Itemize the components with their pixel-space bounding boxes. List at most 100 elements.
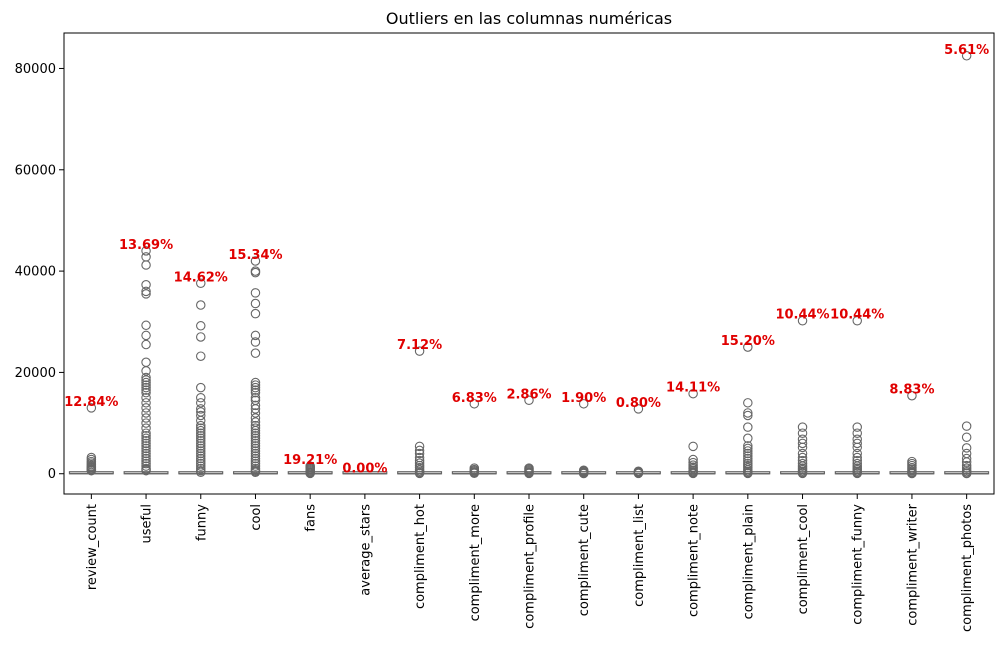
outlier-percent-label: 13.69% [119,238,173,253]
outlier-point [196,443,206,454]
y-tick-label: 20000 [15,366,56,381]
outlier-point [578,399,589,409]
outlier-point [797,468,808,479]
outlier-point [250,448,261,459]
outlier-point [141,438,151,449]
x-tick-label: compliment_profile [523,504,538,629]
outlier-point [141,246,151,256]
outlier-point [196,436,206,446]
outlier-point [797,428,808,438]
y-tick-label: 80000 [15,62,56,77]
outlier-point [141,446,151,456]
box-average-stars: 0.00% [342,462,387,477]
outlier-point [250,288,261,298]
outlier-point [196,351,206,361]
outlier-point [141,433,151,444]
outlier-point [524,395,534,406]
y-tick-label: 0 [48,467,56,482]
outlier-point [688,454,698,465]
box-funny: 14.62% [174,270,228,477]
x-tick-label: compliment_writer [905,503,920,625]
outlier-point [196,448,206,459]
outlier-point [141,428,151,438]
outlier-point [414,455,425,466]
outlier-point [196,441,206,451]
x-tick-label: compliment_cool [796,504,811,614]
outlier-point [250,337,261,347]
outlier-point [743,453,753,464]
outlier-point [141,443,151,454]
x-tick-label: compliment_note [687,504,702,617]
x-tick-label: compliment_photos [960,504,975,632]
outlier-point [141,423,151,433]
outlier-point [852,442,862,453]
outlier-point [250,385,261,395]
outlier-point [141,252,151,262]
x-tick-label: useful [140,504,155,543]
outlier-point [141,392,151,403]
box-compliment-funny: 10.44% [830,308,884,479]
outlier-point [414,445,425,456]
outlier-point [250,267,261,278]
outlier-percent-label: 14.11% [666,381,720,396]
outlier-point [250,436,261,446]
outlier-point [141,320,151,331]
outlier-point [141,408,151,418]
y-tick-label: 60000 [15,163,56,178]
outlier-point [414,441,425,452]
outlier-point [196,433,206,444]
box-compliment-profile: 2.86% [506,387,552,479]
outlier-percent-label: 15.34% [228,248,282,263]
outlier-point [961,453,972,464]
outlier-point [250,408,261,418]
outlier-percent-label: 8.83% [889,383,934,398]
outlier-point [688,441,698,452]
outlier-point [961,468,972,479]
outlier-point [196,446,206,456]
x-tick-label: compliment_hot [413,504,428,609]
outlier-point [852,455,862,466]
outlier-point [196,423,206,433]
outlier-point [797,315,808,326]
outlier-point [250,377,261,388]
outlier-point [250,428,261,438]
outlier-point [797,438,808,449]
outlier-percent-label: 1.90% [561,391,606,406]
box-compliment-plain: 15.20% [721,334,775,479]
outlier-point [250,443,261,454]
outlier-point [141,436,151,446]
box-compliment-note: 14.11% [666,381,720,479]
outlier-point [141,286,151,297]
outlier-point [141,403,151,413]
x-tick-label: compliment_list [632,504,647,607]
outlier-point [414,346,425,356]
outlier-point [141,385,151,395]
outlier-point [196,300,206,310]
x-tick-label: compliment_more [468,504,483,621]
outlier-point [852,428,862,438]
outlier-point [141,465,151,476]
outlier-point [961,421,972,431]
outlier-point [250,382,261,393]
outlier-point [141,387,151,398]
outlier-point [852,422,862,432]
outlier-percent-label: 5.61% [944,43,989,58]
outlier-point [797,455,808,466]
outlier-point [196,321,206,331]
outlier-point [196,382,206,393]
outlier-point [196,415,206,426]
outlier-point [250,446,261,456]
outlier-point [141,448,151,459]
outlier-point [196,467,206,477]
outlier-point [250,456,261,466]
outlier-point [141,289,151,299]
outlier-point [250,404,261,414]
box-review-count: 12.84% [64,395,118,476]
box-compliment-cute: 1.90% [561,391,606,479]
outlier-point [852,468,862,479]
outlier-point [196,451,206,461]
outlier-point [907,390,917,401]
outlier-point [196,392,206,403]
outlier-point [196,410,206,421]
outlier-point [250,308,261,319]
